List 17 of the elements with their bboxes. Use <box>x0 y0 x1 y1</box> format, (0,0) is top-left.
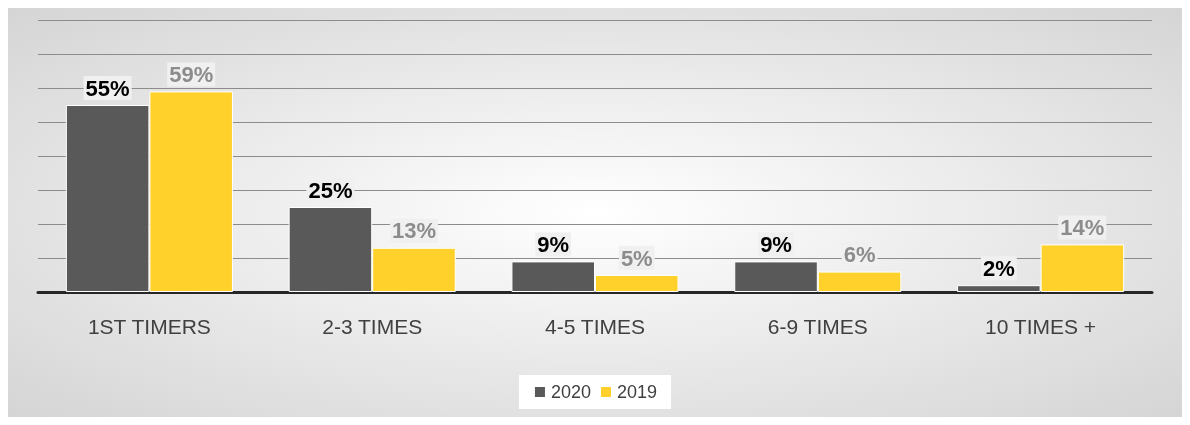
legend-label: 2019 <box>617 382 658 402</box>
data-label: 55% <box>85 75 130 101</box>
data-label: 14% <box>1060 214 1105 240</box>
data-label: 9% <box>760 231 792 257</box>
legend-label: 2020 <box>550 382 591 402</box>
data-label: 13% <box>391 218 436 244</box>
x-tick-label: 1ST TIMERS <box>87 315 211 338</box>
data-label: 25% <box>308 177 353 203</box>
x-tick-label: 4-5 TIMES <box>545 315 645 338</box>
data-label: 5% <box>620 245 653 271</box>
data-label: 6% <box>843 242 876 268</box>
x-tick-label: 6-9 TIMES <box>767 315 868 338</box>
x-tick-label: 10 TIMES + <box>985 315 1097 338</box>
data-label: 2% <box>982 255 1015 281</box>
data-label: 9% <box>537 231 570 257</box>
x-tick-label: 2-3 TIMES <box>322 315 423 338</box>
data-label: 59% <box>169 61 214 87</box>
